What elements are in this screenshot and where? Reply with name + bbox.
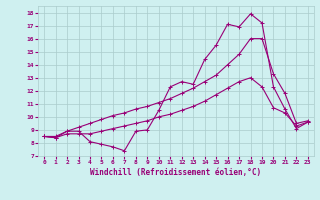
X-axis label: Windchill (Refroidissement éolien,°C): Windchill (Refroidissement éolien,°C) bbox=[91, 168, 261, 177]
